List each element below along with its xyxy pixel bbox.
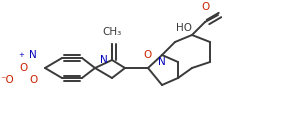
Text: N: N [158,57,166,67]
Text: +: + [18,52,24,58]
Text: O: O [29,75,37,85]
Text: O: O [144,50,152,60]
Text: O: O [201,2,209,12]
Text: HO: HO [176,23,192,33]
Text: ⁻O: ⁻O [0,75,14,85]
Text: CH₃: CH₃ [102,27,122,37]
Text: N: N [100,55,108,65]
Text: N: N [29,50,37,60]
Text: O: O [20,63,28,73]
